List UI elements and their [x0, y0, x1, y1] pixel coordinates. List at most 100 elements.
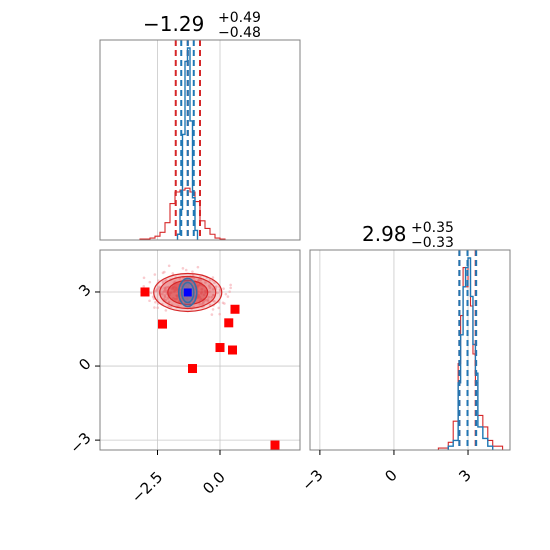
wide-histogram-step [139, 187, 226, 240]
y-tick-label: 0 [75, 355, 94, 374]
sample-point [160, 292, 164, 296]
sample-point [167, 291, 171, 295]
sample-point [167, 304, 170, 308]
sample-point [164, 298, 168, 302]
sample-point [157, 279, 160, 282]
sample-point [154, 300, 157, 304]
sample-point [201, 301, 205, 305]
sample-point [202, 293, 206, 297]
x-tick-label: 3 [455, 466, 474, 485]
marginal-histogram-param-2 [309, 249, 511, 451]
sample-point [229, 286, 232, 290]
sample-point [175, 294, 178, 297]
y-tick-label: −3 [66, 429, 94, 457]
x-tick-label: 0 [381, 466, 400, 485]
sample-point [206, 298, 210, 301]
sample-point [208, 279, 212, 282]
sample-point [208, 303, 212, 307]
sample-point [156, 306, 160, 310]
sample-point [162, 290, 165, 294]
sample-point [149, 291, 153, 295]
param-1-title-value: −1.29 [143, 12, 204, 36]
sample-point [163, 295, 167, 299]
sample-point [184, 284, 188, 288]
sample-point [198, 295, 201, 299]
sample-point [142, 285, 146, 288]
sample-point [191, 270, 194, 273]
sample-point [213, 281, 216, 285]
sample-point [183, 296, 186, 300]
sample-point [186, 298, 189, 301]
sample-point [208, 290, 211, 294]
center-marker [183, 288, 192, 297]
red-square-point [228, 345, 237, 355]
joint-scatter-panel [99, 249, 301, 451]
sample-point [163, 288, 167, 292]
sample-point [198, 302, 202, 306]
sample-point [211, 287, 215, 291]
red-square-point [230, 304, 240, 314]
sample-point [199, 297, 203, 301]
sample-point [173, 290, 176, 293]
param-2-title-value: 2.98 [362, 222, 407, 246]
sample-point [142, 276, 146, 280]
sample-point [229, 283, 232, 287]
param-1-title-plus: +0.49 [218, 10, 261, 26]
sample-point [174, 285, 178, 288]
sample-point [171, 272, 175, 275]
sample-point [200, 288, 204, 291]
sample-point [207, 284, 211, 288]
panel-frame [99, 39, 301, 241]
sample-point [218, 312, 221, 316]
sample-point [207, 295, 211, 299]
sample-point [167, 300, 171, 304]
sample-point [210, 313, 214, 316]
sample-point [153, 273, 157, 276]
sample-point [223, 302, 226, 305]
sample-point [172, 285, 175, 289]
panel-frame [309, 249, 511, 451]
red-square-point [215, 343, 225, 353]
sample-point [167, 264, 171, 268]
sample-point [169, 305, 172, 309]
x-tick-label: 0.0 [199, 468, 229, 498]
sample-point [216, 291, 219, 295]
sample-point [211, 308, 215, 311]
marginal-histogram-param-1 [99, 39, 301, 241]
sample-point [211, 276, 215, 279]
param-2-title-plus: +0.35 [411, 220, 454, 236]
sample-point [171, 287, 174, 291]
sample-point [175, 282, 179, 286]
sample-point [210, 295, 213, 299]
sample-point [164, 309, 168, 312]
sample-point [163, 270, 166, 274]
sample-point [196, 265, 200, 269]
sample-point [197, 283, 201, 287]
sample-point [213, 300, 216, 303]
sample-point [217, 306, 221, 310]
sample-point [199, 278, 203, 282]
panel-frame [99, 249, 301, 451]
sample-point [211, 293, 215, 297]
narrow-histogram-step [447, 257, 494, 450]
sample-point [175, 297, 179, 300]
sample-point [181, 267, 185, 270]
sample-point [163, 279, 167, 283]
sample-point [228, 290, 231, 294]
sample-point [226, 295, 230, 298]
sample-point [148, 280, 152, 284]
red-square-point [188, 364, 197, 374]
sample-point [148, 299, 151, 303]
param-1-title-minus: −0.48 [218, 25, 261, 41]
y-tick-label: 3 [75, 281, 94, 300]
sample-point [224, 292, 228, 296]
param-2-title-minus: −0.33 [411, 235, 454, 251]
sample-point [222, 287, 225, 290]
x-tick-label: −2.5 [128, 468, 166, 506]
red-square-point [140, 287, 150, 297]
sample-point [204, 281, 207, 284]
red-square-point [224, 318, 234, 328]
sample-point [184, 268, 188, 272]
sample-point [186, 285, 190, 289]
